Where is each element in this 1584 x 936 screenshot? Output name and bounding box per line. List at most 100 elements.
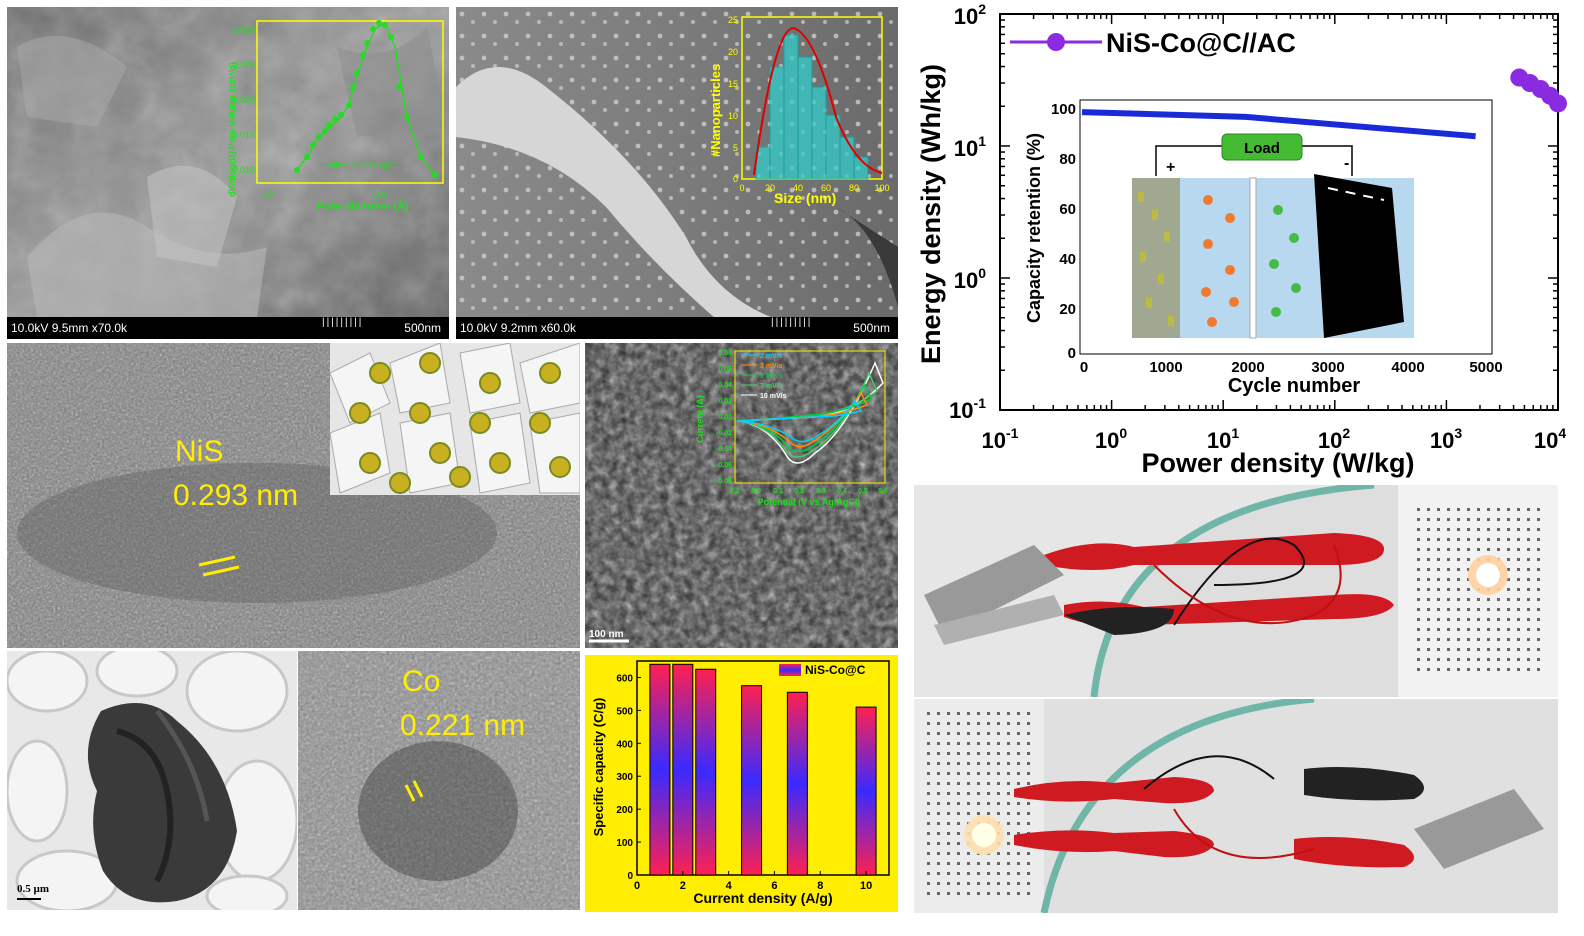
black-clip	[1064, 607, 1174, 635]
plus-sign: +	[1166, 159, 1175, 176]
size-ytick-2: 10	[728, 111, 738, 121]
cycling-xtick-4000: 4000	[1391, 359, 1424, 376]
led-bulb-2	[972, 823, 996, 847]
metal-contact-1	[924, 545, 1064, 635]
wire-black-2	[1143, 755, 1275, 790]
cv-ytick-8: -0.08	[716, 478, 732, 485]
pore-xlabel: Pore diameter (Å)	[317, 200, 409, 213]
cycling-inset: Load + - 100 80 60 40 20 0 0 1000 2000 3…	[1024, 99, 1503, 397]
bar-ytick-100: 100	[616, 838, 633, 849]
bar-ytick-200: 200	[616, 805, 633, 816]
cv-xtick-0: 0.1	[730, 488, 740, 495]
ragone-series	[1510, 68, 1567, 113]
cv-ytick-6: -0.04	[716, 446, 732, 453]
ragone-legend-label: NiS-Co@C//AC	[1106, 28, 1296, 58]
bar-xtick-0: 0	[634, 880, 640, 892]
bar-ylabel: Specific capacity (C/g)	[591, 698, 606, 837]
cv-ytick-3: 0.02	[718, 398, 732, 405]
load-box	[1221, 133, 1303, 161]
cv-xtick-6: 0.5	[858, 488, 868, 495]
pore-distribution-points	[294, 20, 438, 178]
bar-xtick-8: 8	[817, 880, 823, 892]
bar-xtick-4: 4	[726, 880, 733, 892]
led-photo-1-image	[914, 485, 1558, 697]
ragone-xtick-0.1: 10-1	[982, 425, 1019, 453]
cv-ylabel: Current (A)	[695, 395, 705, 443]
pore-legend-marker	[333, 162, 339, 168]
bar-7-ag	[786, 691, 808, 876]
cycling-xtick-5000: 5000	[1469, 359, 1502, 376]
bar-3-ag	[695, 668, 717, 876]
sem-image-panel-2: 0 20 40 60 80 100 0 5 10 15 20 25 Size (…	[456, 7, 898, 339]
hrtem-nis-image	[7, 343, 580, 648]
nanostructure-schematic	[330, 343, 580, 495]
co-label: Co	[402, 665, 441, 698]
pore-ytick-1: 0.015	[232, 130, 255, 140]
size-ytick-3: 15	[728, 79, 738, 89]
circuit-wire-left	[1155, 145, 1222, 176]
size-fit-curve	[753, 27, 883, 176]
cycling-ytick-20: 20	[1059, 301, 1076, 318]
cycling-ytick-0: 0	[1068, 345, 1076, 362]
wire-black	[1173, 537, 1305, 626]
cv-legend-2: 3 mV/s	[760, 363, 783, 370]
sem-info-bar-2: 10.0kV 9.2mm x60.0k ||||||||| 500nm	[456, 317, 898, 339]
nanosheet-shape	[456, 67, 776, 319]
metal-contact-3	[1414, 789, 1544, 869]
ragone-ytick-100: 102	[954, 1, 986, 29]
cycling-xtick-0: 0	[1080, 359, 1088, 376]
cv-legend-1: 2 mV/s	[760, 353, 783, 360]
sem-scale-ticks-2: |||||||||	[771, 317, 813, 328]
bar-ytick-300: 300	[616, 772, 633, 783]
cv-xtick-1: 0.0	[751, 488, 761, 495]
black-clip-2	[1304, 767, 1424, 801]
bar-legend-swatch	[779, 664, 801, 676]
bar-x-ticks: 0 2 4 6 8 10	[634, 871, 872, 892]
cv-xlabel: Potential (V vs Ag/AgCl)	[758, 497, 861, 507]
tem-scale-label: 0.5 µm	[17, 883, 50, 895]
ragone-xtick-1000: 103	[1430, 425, 1462, 453]
cv-ytick-5: -0.02	[716, 430, 732, 437]
bar-group	[649, 663, 877, 876]
red-clip-1	[1044, 533, 1384, 570]
bar-1-ag	[649, 663, 671, 876]
nis-label: NiS	[175, 435, 224, 468]
cation-dots	[1269, 205, 1301, 317]
cv-scale-label: 100 nm	[589, 629, 624, 640]
sem-scale-2: 500nm	[853, 321, 890, 335]
cycling-xtick-1000: 1000	[1149, 359, 1182, 376]
circuit-wire-right	[1302, 145, 1353, 176]
size-xtick-1: 20	[765, 183, 775, 193]
pore-legend-label: NiS-Co@C	[352, 160, 397, 170]
red-clip-3	[1014, 777, 1214, 804]
nanoparticle-spheres	[349, 352, 571, 494]
cv-xtick-5: 0.4	[837, 488, 847, 495]
co-spacing: 0.221 nm	[400, 709, 526, 742]
pore-ytick-2: 0.020	[232, 95, 255, 105]
lattice-fringe-line-1	[198, 555, 236, 567]
bar-10-ag	[855, 706, 877, 876]
anion-dots	[1201, 195, 1239, 327]
size-xlabel: Size (nm)	[774, 190, 836, 206]
minus-sign: -	[1344, 155, 1349, 172]
ragone-ylabel: Energy density (Wh/kg)	[916, 64, 946, 364]
cycling-xtick-3000: 3000	[1311, 359, 1344, 376]
ragone-xlabel: Power density (W/kg)	[1141, 448, 1414, 478]
retention-curve	[1081, 109, 1476, 140]
ragone-ytick-10: 101	[954, 133, 986, 161]
sem-image-panel-1: NiS-Co@C 0.010 0.015 0.020 0.025 0.030 1…	[7, 7, 449, 339]
petri-dish-rim-2	[1040, 699, 1315, 913]
hrtem-nis-panel: NiS 0.293 nm	[7, 343, 580, 648]
cv-background-image	[585, 343, 898, 648]
size-ylabel: #Nanoparticles	[708, 64, 723, 157]
cv-xtick-4: 0.3	[816, 488, 826, 495]
cv-ytick-4: 0.00	[718, 414, 732, 421]
cycling-xlabel: Cycle number	[1228, 375, 1360, 397]
bar-xtick-6: 6	[771, 880, 777, 892]
ragone-legend-marker	[1047, 33, 1065, 51]
cycling-ytick-60: 60	[1059, 201, 1076, 218]
cv-xtick-2: 0.1	[773, 488, 783, 495]
red-clip-4	[1014, 830, 1214, 858]
cv-inset-plot: 2 mV/s 3 mV/s 5 mV/s 7 mV/s 10 mV/s 0.08…	[589, 350, 888, 643]
capacity-bar-chart-panel: 0 100 200 300 400 500 600 0 2 4 6 8 10 NiS-Co@C Cur…	[585, 655, 898, 912]
